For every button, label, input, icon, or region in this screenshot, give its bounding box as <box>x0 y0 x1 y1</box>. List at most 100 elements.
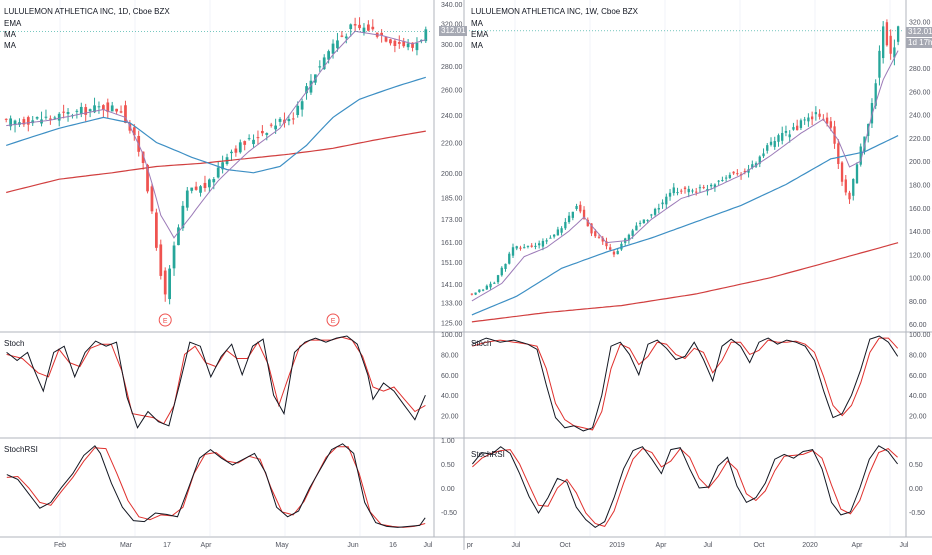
right-x-tick-label: 2019 <box>609 542 625 549</box>
right-price-candle <box>515 246 518 249</box>
left-stoch-y-tick-label: 20.00 <box>441 414 459 421</box>
right-price-candle <box>713 184 717 188</box>
right-x-tick-label: Jul <box>900 542 909 549</box>
right-x-tick-label: Apr <box>852 542 864 549</box>
right-price-candle <box>586 219 589 227</box>
left-price-candle <box>252 139 255 145</box>
left-price-candle <box>318 66 322 68</box>
left-price-candle <box>185 190 189 208</box>
left-price-candle <box>44 116 48 118</box>
left-price-candle <box>238 142 242 153</box>
left-stochrsi-k-line <box>6 443 426 528</box>
left-indicator-ma-1[interactable]: MA <box>4 30 16 39</box>
left-price-candle <box>309 80 313 93</box>
right-price-candles <box>470 19 900 296</box>
right-price-y-tick-label: 240.00 <box>909 113 931 120</box>
left-price-candle <box>124 105 127 123</box>
left-price-y-tick-label: 185.00 <box>441 196 463 203</box>
left-price-candle <box>57 113 61 121</box>
right-stochrsi-label[interactable]: StochRSI <box>471 450 505 459</box>
right-price-candle <box>829 121 832 128</box>
right-price-candle <box>601 237 604 242</box>
right-price-candle <box>500 267 503 276</box>
right-stochrsi-y-tick-label: -0.50 <box>909 510 925 517</box>
right-price-candle <box>474 292 477 295</box>
right-price-candle <box>896 26 900 42</box>
left-price-y-tick-label: 340.00 <box>441 2 463 9</box>
left-price-candle <box>216 167 220 178</box>
right-price-candle <box>751 164 754 168</box>
right-price-candle <box>747 169 750 173</box>
earnings-marker-circle <box>158 313 172 327</box>
left-stochrsi-label[interactable]: StochRSI <box>4 445 38 454</box>
left-price-candle <box>349 24 353 30</box>
left-indicator-ma-2[interactable]: MA <box>4 41 16 50</box>
left-price-candle <box>291 118 295 120</box>
right-price-candle <box>859 146 862 165</box>
left-price-candle <box>362 27 366 33</box>
left-price-candle <box>35 117 39 119</box>
right-stoch-y-tick-label: 20.00 <box>909 414 927 421</box>
right-price-candle <box>721 179 724 181</box>
left-price-candle <box>212 179 216 183</box>
right-price-candle <box>825 117 829 124</box>
right-price-candle <box>631 230 634 236</box>
right-price-candle <box>657 208 660 210</box>
right-indicator-ma-2[interactable]: MA <box>471 41 483 50</box>
right-price-candle <box>878 50 881 78</box>
left-price-ema-line <box>6 30 426 239</box>
left-price-ma-blue-line <box>6 76 426 174</box>
left-stochrsi-y-axis: -0.50 0.00 0.50 1.00 <box>441 438 457 517</box>
right-price-candle <box>638 222 642 224</box>
right-stoch-label[interactable]: Stoch <box>471 339 492 348</box>
left-price-candle <box>358 24 361 29</box>
earnings-marker-label: E <box>163 318 168 325</box>
left-stoch-label[interactable]: Stoch <box>4 339 25 348</box>
left-price-candle <box>393 40 397 47</box>
right-price-candle <box>609 247 612 250</box>
right-price-candle <box>635 225 638 231</box>
right-price-candle <box>582 209 586 219</box>
right-price-candle <box>493 282 496 284</box>
right-price-candle <box>594 231 597 237</box>
left-price-y-tick-label: 173.00 <box>441 217 463 224</box>
left-price-y-tick-label: 200.00 <box>441 171 463 178</box>
right-price-candle <box>661 202 664 205</box>
left-price-badge: 312.01 <box>439 26 468 36</box>
right-indicator-ema[interactable]: EMA <box>471 30 489 39</box>
left-price-y-tick-label: 280.00 <box>441 64 463 71</box>
left-price-candle <box>4 118 8 120</box>
right-stoch-y-tick-label: 100.00 <box>909 332 931 339</box>
left-indicator-ema[interactable]: EMA <box>4 19 22 28</box>
left-price-candle <box>420 39 423 41</box>
left-price-candle <box>146 164 149 192</box>
right-price-y-tick-label: 160.00 <box>909 206 931 213</box>
right-price-candle <box>541 240 545 247</box>
right-price-candle <box>556 229 560 236</box>
right-price-candle <box>893 47 896 58</box>
right-price-candle <box>672 187 675 194</box>
left-price-candle <box>203 182 207 189</box>
right-stochrsi-y-tick-label: 0.00 <box>909 486 923 493</box>
right-price-y-tick-label: 220.00 <box>909 136 931 143</box>
left-price-candles <box>4 17 428 305</box>
right-price-candle <box>732 171 735 174</box>
left-price-candle <box>155 212 158 248</box>
right-price-candle <box>810 116 814 120</box>
left-price-candle <box>353 24 357 26</box>
right-grid <box>514 0 891 536</box>
right-price-candle <box>762 153 765 157</box>
right-price-candle <box>519 247 522 249</box>
right-indicator-ma-1[interactable]: MA <box>471 19 483 28</box>
right-price-candle <box>784 130 788 133</box>
left-price-candle <box>150 186 154 212</box>
left-price-candle <box>66 112 70 114</box>
left-price-candle <box>327 51 330 60</box>
left-price-candle <box>243 141 247 145</box>
right-price-candle <box>758 156 761 164</box>
right-price-candle <box>818 113 821 117</box>
left-price-y-tick-label: 300.00 <box>441 42 463 49</box>
right-stoch-y-tick-label: 80.00 <box>909 352 927 359</box>
